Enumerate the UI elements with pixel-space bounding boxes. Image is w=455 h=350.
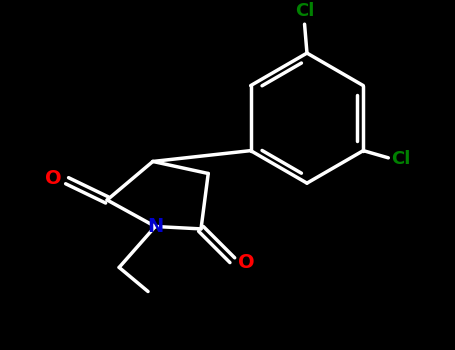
Text: Cl: Cl bbox=[295, 2, 314, 20]
Text: O: O bbox=[45, 169, 61, 188]
Text: Cl: Cl bbox=[391, 150, 410, 168]
Text: N: N bbox=[147, 217, 163, 236]
Text: O: O bbox=[238, 253, 255, 272]
